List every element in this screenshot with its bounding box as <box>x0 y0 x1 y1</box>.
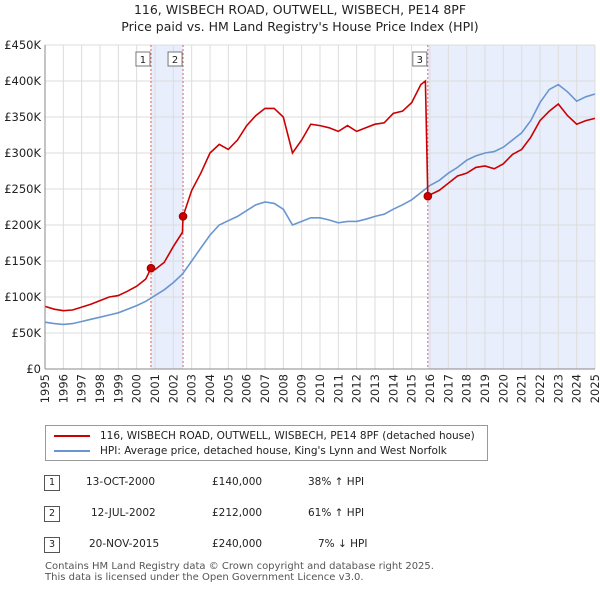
x-tick-label: 1997 <box>75 374 89 403</box>
sale-hpi-diff: 7% ↓ HPI <box>318 538 368 550</box>
y-tick-label: £400K <box>4 74 41 88</box>
sale-hpi-diff: 38% ↑ HPI <box>308 476 365 488</box>
sale-point <box>178 212 188 221</box>
x-tick-label: 1996 <box>56 374 70 403</box>
y-tick-label: £100K <box>4 290 41 304</box>
x-tick-label: 2023 <box>551 374 565 403</box>
x-tick-label: 2014 <box>386 374 400 403</box>
footer-licence: This data is licensed under the Open Gov… <box>45 572 364 583</box>
x-tick-label: 1995 <box>38 374 52 403</box>
sale-price: £240,000 <box>212 538 263 550</box>
price-chart: £0 £50K £100K £150K £200K £250K £300K £350K £400… <box>4 38 600 403</box>
sale-price: £212,000 <box>212 507 263 519</box>
x-tick-label: 2007 <box>258 374 272 403</box>
sale-hpi-diff: 61% ↑ HPI <box>308 507 365 519</box>
x-tick-label: 2012 <box>350 374 364 403</box>
x-tick-label: 2011 <box>331 374 345 403</box>
legend-hpi-swatch <box>54 450 90 452</box>
x-tick-label: 2006 <box>240 374 254 403</box>
sale-date: 20-NOV-2015 <box>89 538 160 550</box>
chart-subtitle: Price paid vs. HM Land Registry's House … <box>121 19 479 34</box>
x-tick-label: 1998 <box>93 374 107 403</box>
shaded-region <box>427 45 595 369</box>
y-tick-label: £200K <box>4 218 41 232</box>
footer-copyright: Contains HM Land Registry data © Crown c… <box>45 561 434 572</box>
x-tick-label: 2022 <box>533 374 547 403</box>
sale-number: 2 <box>44 506 60 522</box>
x-tick-label: 2017 <box>441 374 455 403</box>
x-tick-label: 2001 <box>148 374 162 403</box>
x-tick-label: 2002 <box>166 374 180 403</box>
chart-title: 116, WISBECH ROAD, OUTWELL, WISBECH, PE1… <box>133 2 467 17</box>
sale-date: 13-OCT-2000 <box>86 476 155 488</box>
y-tick-label: £250K <box>4 182 41 196</box>
sale-point <box>423 191 433 201</box>
x-tick-label: 2010 <box>313 374 327 403</box>
sale-label: 2 <box>172 55 178 66</box>
x-tick-label: 2016 <box>423 374 437 403</box>
sale-label-box <box>167 51 183 67</box>
x-tick-label: 2009 <box>295 374 309 403</box>
sale-price: £140,000 <box>212 476 263 488</box>
legend-hpi-label: HPI: Average price, detached house, King… <box>100 445 447 457</box>
x-tick-label: 2024 <box>570 374 584 403</box>
table-row: 3 20-NOV-2015 £240,000 7% ↓ HPI <box>44 535 404 555</box>
legend: 116, WISBECH ROAD, OUTWELL, WISBECH, PE1… <box>45 425 488 461</box>
x-tick-label: 2015 <box>405 374 419 403</box>
sale-label: 3 <box>417 55 423 66</box>
x-tick-label: 2025 <box>588 374 600 403</box>
x-tick-label: 2004 <box>203 374 217 403</box>
x-tick-label: 2003 <box>185 374 199 403</box>
property-price-line <box>44 79 596 312</box>
legend-item-hpi: HPI: Average price, detached house, King… <box>54 444 447 458</box>
sale-label-box <box>412 51 428 67</box>
sale-point <box>146 263 156 273</box>
sale-label: 1 <box>140 55 146 66</box>
x-tick-label: 1999 <box>111 374 125 403</box>
legend-item-property: 116, WISBECH ROAD, OUTWELL, WISBECH, PE1… <box>54 429 475 443</box>
x-tick-label: 2000 <box>130 374 144 403</box>
legend-property-label: 116, WISBECH ROAD, OUTWELL, WISBECH, PE1… <box>100 430 475 442</box>
sale-label-box <box>135 51 151 67</box>
y-tick-label: £300K <box>4 146 41 160</box>
sale-number: 3 <box>44 537 60 553</box>
y-tick-label: £50K <box>12 326 42 340</box>
x-tick-label: 2020 <box>496 374 510 403</box>
y-tick-label: £350K <box>4 110 41 124</box>
table-row: 1 13-OCT-2000 £140,000 38% ↑ HPI <box>44 473 404 493</box>
x-tick-label: 2008 <box>276 374 290 403</box>
hpi-line <box>44 83 596 326</box>
legend-property-swatch <box>54 435 90 437</box>
x-tick-label: 2019 <box>478 374 492 403</box>
x-tick-label: 2018 <box>460 374 474 403</box>
y-tick-label: £450K <box>4 38 41 52</box>
x-tick-label: 2013 <box>368 374 382 403</box>
table-row: 2 12-JUL-2002 £212,000 61% ↑ HPI <box>44 504 404 524</box>
y-tick-label: £150K <box>4 254 41 268</box>
x-tick-label: 2005 <box>221 374 235 403</box>
x-tick-label: 2021 <box>515 374 529 403</box>
shaded-region <box>150 45 184 369</box>
sale-date: 12-JUL-2002 <box>91 507 156 519</box>
sale-number: 1 <box>44 475 60 491</box>
y-tick-label: £0 <box>26 362 41 376</box>
